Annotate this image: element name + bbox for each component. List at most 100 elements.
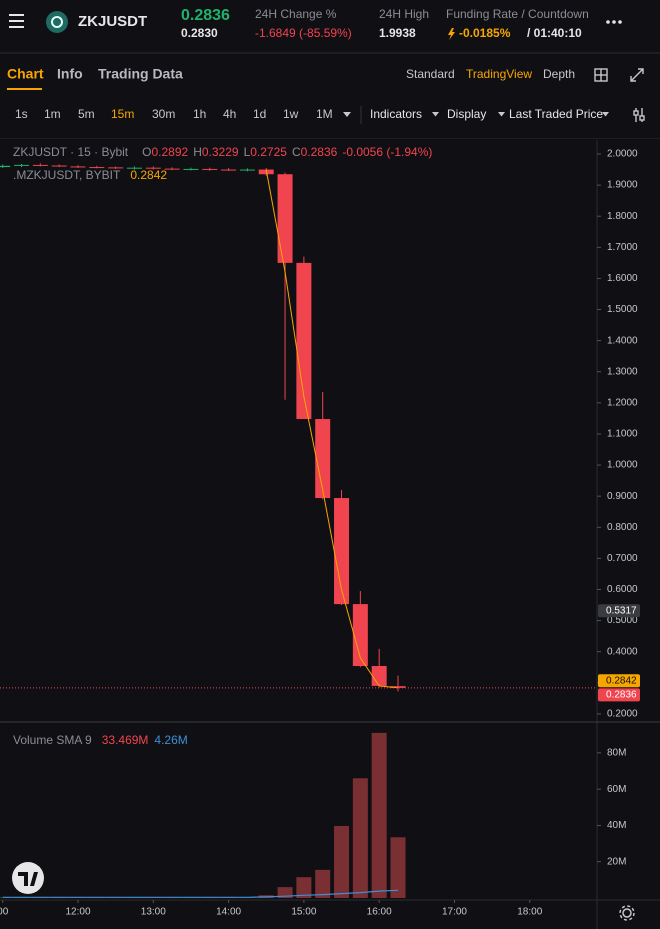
ohlc-label: H (193, 145, 202, 159)
interval[interactable]: 1s (15, 107, 28, 121)
x-tick-label: 17:00 (442, 907, 467, 918)
candle-body (221, 169, 237, 171)
interval[interactable]: 1m (44, 107, 61, 121)
interval[interactable]: 5m (78, 107, 95, 121)
gear-icon[interactable] (619, 905, 635, 921)
y-tick-label: 0.4000 (607, 646, 638, 657)
candle-body (89, 167, 105, 169)
more-icon[interactable] (606, 20, 622, 24)
last-price: 0.2836 (181, 7, 230, 24)
dropdown-arrow (432, 112, 439, 117)
volume-value: 33.469M (102, 733, 149, 747)
candle-body (202, 168, 218, 170)
y-tick-label: 1.3000 (607, 366, 638, 377)
mark-legend: .MZKJUSDT, BYBIT 0.2842 (13, 168, 167, 182)
x-tick-label: 13:00 (141, 907, 166, 918)
toolbar-button[interactable]: Last Traded Price (509, 107, 603, 121)
y-tick-label: 1.2000 (607, 397, 638, 408)
interval[interactable]: 1h (193, 107, 206, 121)
ohlc-label: C (292, 145, 301, 159)
legend-symbol: ZKJUSDT · 15 · Bybit (13, 145, 129, 159)
mark-price-line (265, 169, 399, 689)
interval[interactable]: 30m (152, 107, 175, 121)
x-tick-label: 12:00 (65, 907, 90, 918)
interval[interactable]: 1d (253, 107, 266, 121)
y-tick-label: 2.0000 (607, 149, 638, 160)
high: 1.9938 (379, 26, 416, 40)
price-tag (598, 674, 640, 688)
y-tick-label: 0.9000 (607, 491, 638, 502)
interval[interactable]: 1w (283, 107, 299, 121)
ohlc-value: 0.2836 (301, 145, 338, 159)
volume-tick-label: 40M (607, 820, 626, 831)
ohlc-label: O (142, 145, 151, 159)
view-option[interactable]: Depth (543, 67, 575, 81)
volume-tick-label: 80M (607, 747, 626, 758)
candle-body (371, 666, 387, 686)
volume-bar (315, 869, 331, 898)
volume-sma-value: 4.26M (154, 733, 187, 747)
ohlc-value: 0.2725 (250, 145, 287, 159)
coin-logo (46, 11, 68, 33)
tab[interactable]: Chart (7, 66, 44, 82)
candle-body (277, 174, 293, 263)
x-tick-label: 14:00 (216, 907, 241, 918)
layout-icon[interactable] (594, 68, 608, 82)
volume-sma-line (2, 889, 399, 898)
volume-title: Volume SMA 9 (13, 733, 92, 747)
volume-bar (390, 837, 406, 898)
volume-bar (352, 778, 368, 898)
candle-body (183, 168, 199, 170)
volume-bar (296, 877, 312, 898)
candle-body (296, 262, 312, 420)
y-tick-label: 1.6000 (607, 273, 638, 284)
volume-bar (371, 732, 387, 898)
separator (0, 138, 660, 139)
candle-body (70, 166, 86, 168)
y-tick-label: 0.8000 (607, 522, 638, 533)
menu-icon[interactable] (9, 14, 24, 28)
more-intervals[interactable] (343, 112, 351, 117)
x-tick-label: 18:00 (517, 907, 542, 918)
interval[interactable]: 15m (111, 107, 134, 121)
tab[interactable]: Info (57, 66, 83, 82)
mark-legend-name: .MZKJUSDT, BYBIT (13, 168, 121, 182)
candle-body (0, 165, 11, 168)
ohlc-label: L (244, 145, 251, 159)
candle-body (108, 167, 124, 169)
y-tick-label: 1.4000 (607, 335, 638, 346)
toolbar-button[interactable]: Indicators (370, 107, 422, 121)
candle-body (145, 167, 161, 169)
interval[interactable]: 1M (316, 107, 333, 121)
change-label: 24H Change % (255, 7, 337, 21)
high-label: 24H High (379, 7, 429, 21)
separator (0, 52, 660, 54)
volume-tick-label: 20M (607, 856, 626, 867)
toolbar-button[interactable]: Display (447, 107, 486, 121)
candle-body (239, 169, 255, 171)
candle-body (14, 164, 30, 166)
view-option[interactable]: TradingView (466, 67, 532, 81)
price-tag-label: 0.2842 (606, 675, 637, 686)
fullscreen-icon[interactable] (630, 68, 644, 82)
y-tick-label: 1.1000 (607, 429, 638, 440)
y-tick-label: 0.5000 (607, 615, 638, 626)
change: -1.6849 (-85.59%) (255, 26, 352, 40)
view-option[interactable]: Standard (406, 67, 455, 81)
tradingview-logo[interactable] (12, 862, 44, 894)
volume-tick-label: 60M (607, 784, 626, 795)
candle-body (51, 165, 67, 167)
candle-body (126, 167, 142, 169)
interval[interactable]: 4h (223, 107, 236, 121)
ohlc-value: 0.3229 (202, 145, 239, 159)
y-tick-label: 1.7000 (607, 242, 638, 253)
dropdown-arrow (498, 112, 505, 117)
symbol[interactable]: ZKJUSDT (78, 13, 147, 30)
mark-price: 0.2830 (181, 26, 218, 40)
tab[interactable]: Trading Data (98, 66, 183, 82)
price-tag (598, 604, 640, 618)
settings-icon[interactable] (633, 108, 645, 122)
y-tick-label: 1.8000 (607, 211, 638, 222)
chart-legend: ZKJUSDT · 15 · Bybit O0.2892 H0.3229 L0.272… (13, 145, 432, 159)
